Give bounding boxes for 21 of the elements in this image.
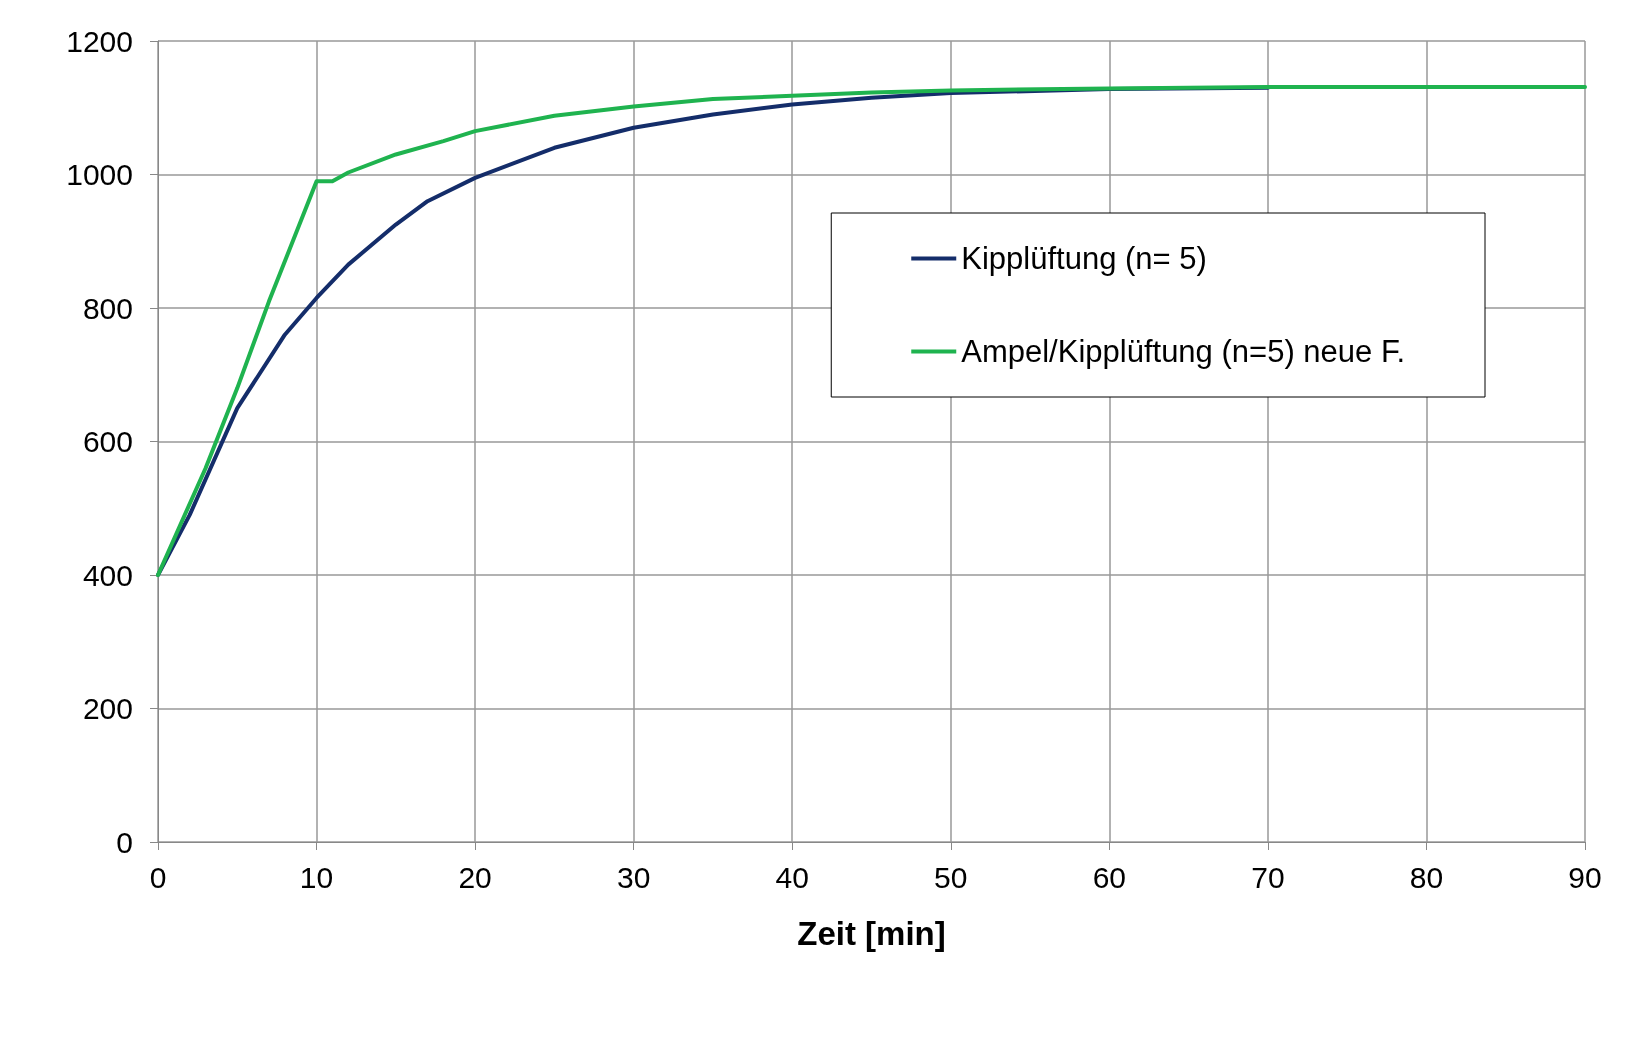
x-tick-label: 70 (1251, 860, 1285, 894)
x-axis-title: Zeit [min] (797, 915, 946, 952)
y-tick-label: 1000 (66, 158, 133, 191)
x-tick-label: 50 (934, 860, 968, 894)
x-tick-label: 60 (1092, 860, 1127, 894)
y-tick-label: 800 (82, 291, 133, 325)
y-tick-label: 1200 (66, 24, 133, 58)
x-tick-label: 40 (775, 860, 809, 894)
x-tick-label: 0 (149, 860, 167, 894)
y-tick-label: 600 (82, 425, 133, 458)
x-tick-label: 90 (1568, 860, 1602, 894)
y-tick-label: 0 (116, 825, 133, 859)
y-tick-label: 200 (82, 692, 133, 725)
legend-label: Ampel/Kipplüftung (n=5) neue F. (961, 334, 1405, 369)
x-tick-label: 20 (458, 860, 492, 894)
x-tick-label: 10 (299, 860, 334, 894)
line-series (156, 85, 1587, 577)
y-tick-label: 400 (82, 558, 133, 592)
x-tick-label: 30 (616, 860, 651, 894)
x-tick-label: 80 (1409, 860, 1444, 894)
legend-label: Kipplüftung (n= 5) (961, 241, 1207, 276)
